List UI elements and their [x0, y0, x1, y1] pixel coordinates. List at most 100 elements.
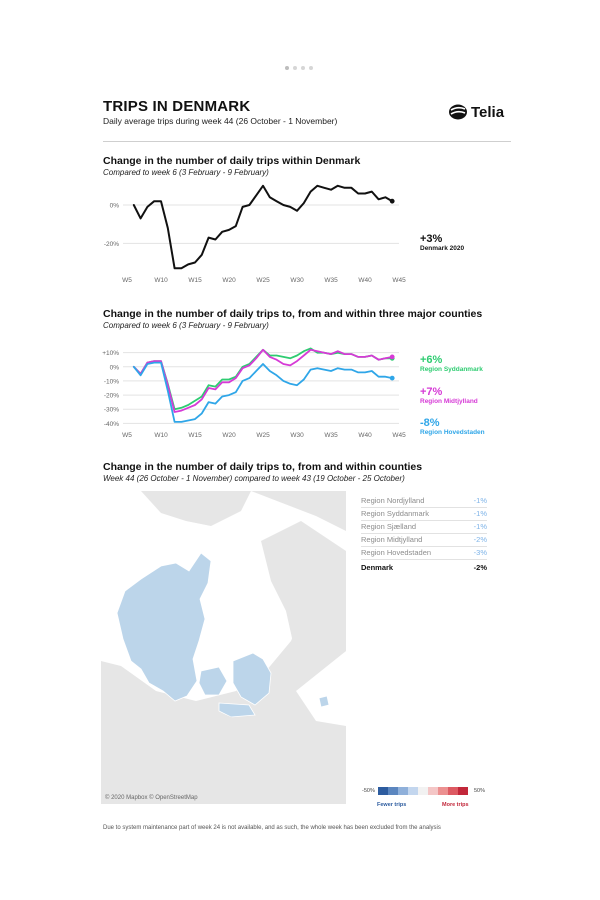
region-name: Region Syddanmark: [361, 509, 429, 518]
callout-value: +6%: [420, 354, 443, 366]
legend-max: 50%: [474, 788, 486, 794]
color-legend: [378, 787, 468, 795]
pager-dots[interactable]: [285, 66, 313, 70]
series-line: [132, 184, 394, 270]
region-name: Region Midtjylland: [361, 535, 423, 544]
pager-dot[interactable]: [309, 66, 313, 70]
x-tick-label: W30: [290, 277, 304, 284]
denmark-map[interactable]: © 2020 Mapbox © OpenStreetMap: [101, 491, 346, 804]
page-subtitle: Daily average trips during week 44 (26 O…: [103, 116, 338, 126]
total-name: Denmark: [361, 563, 394, 572]
x-tick-label: W10: [154, 277, 168, 284]
region-value: -3%: [473, 548, 487, 557]
table-row: Region Sjælland -1%: [361, 521, 487, 534]
x-tick-label: W20: [222, 277, 236, 284]
header-divider: [103, 141, 511, 142]
y-tick-label: 0%: [110, 364, 120, 371]
legend-swatch: [438, 787, 448, 795]
legend-swatch: [388, 787, 398, 795]
table-row: Region Hovedstaden -3%: [361, 547, 487, 560]
telia-pebble-icon: [449, 104, 467, 120]
y-tick-label: -10%: [104, 378, 119, 385]
x-tick-label: W5: [122, 432, 132, 439]
legend-fewer-label: Fewer trips: [377, 802, 407, 808]
y-tick-label: -40%: [104, 421, 119, 428]
legend-swatch: [428, 787, 438, 795]
x-tick-label: W5: [122, 277, 132, 284]
pager-dot[interactable]: [293, 66, 297, 70]
table-total-row: Denmark -2%: [361, 562, 487, 574]
callout-hovedstaden: -8% Region Hovedstaden: [420, 417, 485, 436]
pager-dot[interactable]: [285, 66, 289, 70]
legend-min: -50%: [362, 788, 375, 794]
region-value: -1%: [473, 496, 487, 505]
map-drawing[interactable]: [101, 491, 346, 804]
series-endpoint: [389, 198, 395, 204]
chart-denmark-trips: 0% -20% W5 W10 W15 W20 W25 W30 W35 W40 W45: [104, 184, 406, 284]
callout-label: Region Midtjylland: [420, 398, 478, 405]
callout-value: +7%: [420, 386, 443, 398]
callout-value: -8%: [420, 417, 440, 429]
callout-denmark: +3% Denmark 2020: [420, 233, 464, 252]
section3-title: Change in the number of daily trips to, …: [103, 461, 423, 473]
callout-label: Region Syddanmark: [420, 366, 483, 373]
series-line: [132, 361, 394, 423]
callout-midtjylland: +7% Region Midtjylland: [420, 386, 478, 405]
region-value: -2%: [473, 535, 487, 544]
section2-title: Change in the number of daily trips to, …: [103, 308, 483, 320]
table-row: Region Nordjylland -1%: [361, 495, 487, 508]
logo-text: Telia: [471, 103, 505, 121]
x-tick-label: W25: [256, 432, 270, 439]
series-endpoint: [389, 375, 395, 381]
section1-subtitle: Compared to week 6 (3 February - 9 Febru…: [103, 168, 269, 177]
x-tick-label: W20: [222, 432, 236, 439]
section2-subtitle: Compared to week 6 (3 February - 9 Febru…: [103, 321, 269, 330]
region-name: Region Sjælland: [361, 522, 417, 531]
legend-swatch: [448, 787, 458, 795]
table-row: Region Syddanmark -1%: [361, 508, 487, 521]
series-line: [132, 348, 394, 413]
legend-swatch: [458, 787, 468, 795]
legend-swatch: [378, 787, 388, 795]
total-value: -2%: [473, 563, 487, 572]
y-tick-label: 0%: [110, 203, 120, 210]
x-tick-label: W15: [188, 277, 202, 284]
series-line: [132, 347, 394, 411]
x-tick-label: W25: [256, 277, 270, 284]
x-tick-label: W15: [188, 432, 202, 439]
callout-label: Denmark 2020: [420, 245, 465, 252]
map-attribution: © 2020 Mapbox © OpenStreetMap: [105, 795, 198, 801]
x-tick-label: W10: [154, 432, 168, 439]
region-value: -1%: [473, 509, 487, 518]
legend-swatch: [398, 787, 408, 795]
telia-logo: Telia: [448, 103, 504, 121]
x-tick-label: W45: [392, 277, 406, 284]
region-name: Region Hovedstaden: [361, 548, 432, 557]
chart-county-trips: +10% 0% -10% -20% -30% -40%W5 W10 W15 W20 W25 W30 W…: [102, 347, 406, 439]
callout-value: +3%: [420, 233, 443, 245]
series-endpoint: [389, 354, 395, 360]
region-table: Region Nordjylland -1% Region Syddanmark…: [361, 495, 487, 574]
x-tick-label: W40: [358, 432, 372, 439]
legend-swatch: [408, 787, 418, 795]
pager-dot[interactable]: [301, 66, 305, 70]
callout-label: Region Hovedstaden: [420, 429, 485, 436]
x-tick-label: W40: [358, 277, 372, 284]
legend-more-label: More trips: [442, 802, 469, 808]
x-tick-label: W30: [290, 432, 304, 439]
table-row: Region Midtjylland -2%: [361, 534, 487, 547]
legend-swatch: [418, 787, 428, 795]
region-name: Region Nordjylland: [361, 496, 425, 505]
y-tick-label: -20%: [104, 241, 119, 248]
x-tick-label: W45: [392, 432, 406, 439]
callout-syddanmark: +6% Region Syddanmark: [420, 354, 483, 373]
x-tick-label: W35: [324, 277, 338, 284]
x-tick-label: W35: [324, 432, 338, 439]
footnote: Due to system maintenance part of week 2…: [103, 825, 441, 831]
y-tick-label: +10%: [102, 350, 119, 357]
region-value: -1%: [473, 522, 487, 531]
page-title: TRIPS IN DENMARK: [103, 98, 251, 115]
section1-title: Change in the number of daily trips with…: [103, 155, 361, 167]
y-tick-label: -30%: [104, 407, 119, 414]
section3-subtitle: Week 44 (26 October - 1 November) compar…: [103, 474, 405, 483]
